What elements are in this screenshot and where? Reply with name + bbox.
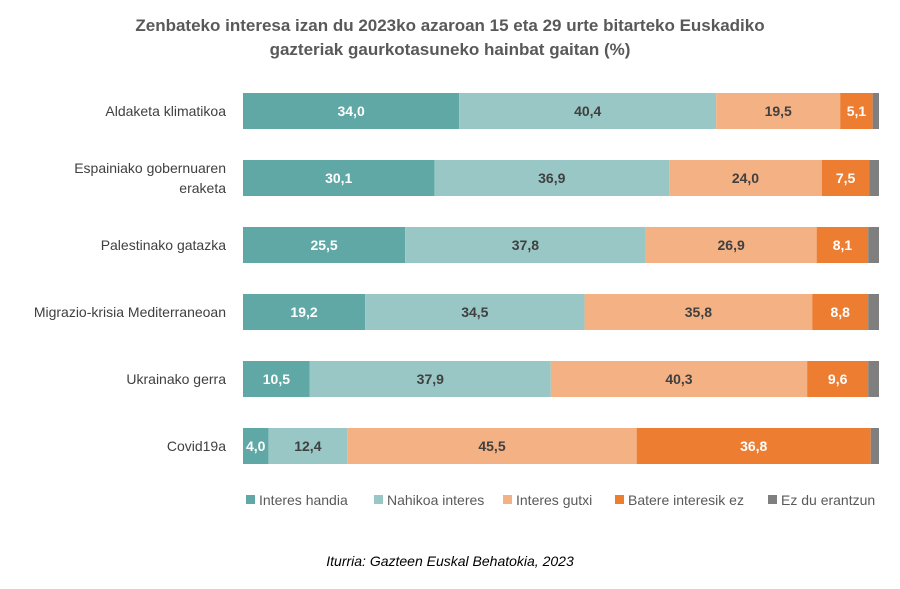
category-label: Espainiako gobernuaren — [74, 160, 226, 176]
data-label: 7,5 — [836, 170, 856, 186]
bar-segment — [243, 93, 460, 129]
data-label: 26,9 — [718, 237, 745, 253]
legend-swatch — [246, 495, 255, 504]
bar-segment — [550, 361, 808, 397]
bar-segment — [459, 93, 717, 129]
data-label: 10,5 — [263, 371, 290, 387]
category-label: Palestinako gatazka — [101, 237, 227, 253]
bar-segment — [868, 361, 879, 397]
source-note: Iturria: Gazteen Euskal Behatokia, 2023 — [326, 553, 574, 569]
legend-label: Nahikoa interes — [387, 492, 484, 508]
bar-segment — [821, 160, 870, 196]
bar-segment — [434, 160, 670, 196]
bar-segment — [868, 294, 879, 330]
data-label: 9,6 — [828, 371, 848, 387]
data-label: 40,3 — [665, 371, 692, 387]
bar-segment — [405, 227, 646, 263]
data-label: 8,8 — [830, 304, 850, 320]
legend-label: Interes handia — [259, 492, 348, 508]
data-label: 30,1 — [325, 170, 352, 186]
category-label: eraketa — [179, 180, 226, 196]
data-label: 25,5 — [310, 237, 337, 253]
bar-segment — [584, 294, 813, 330]
data-label: 37,8 — [512, 237, 539, 253]
data-label: 40,4 — [574, 103, 601, 119]
chart-title-line-2: gazteriak gaurkotasuneko hainbat gaitan … — [269, 40, 631, 59]
legend-swatch — [615, 495, 624, 504]
data-label: 36,8 — [740, 438, 767, 454]
bar-segment — [347, 428, 637, 464]
bar-segment — [243, 428, 269, 464]
category-label: Migrazio-krisia Mediterraneoan — [34, 304, 226, 320]
data-label: 35,8 — [685, 304, 712, 320]
bar-segment — [716, 93, 841, 129]
chart-title-line-1: Zenbateko interesa izan du 2023ko azaroa… — [135, 16, 765, 35]
legend-swatch — [503, 495, 512, 504]
bar-segment — [816, 227, 869, 263]
legend-swatch — [374, 495, 383, 504]
data-label: 34,5 — [461, 304, 488, 320]
data-label: 36,9 — [538, 170, 565, 186]
bar-segment — [669, 160, 822, 196]
data-label: 19,2 — [290, 304, 317, 320]
bar-segment — [840, 93, 873, 129]
legend-label: Interes gutxi — [516, 492, 592, 508]
category-label: Covid19a — [167, 438, 226, 454]
bar-segment — [636, 428, 871, 464]
data-label: 4,0 — [246, 438, 266, 454]
legend-label: Batere interesik ez — [628, 492, 744, 508]
data-label: 45,5 — [478, 438, 505, 454]
bar-segment — [872, 93, 879, 129]
bar-segment — [645, 227, 817, 263]
bar-segment — [243, 294, 366, 330]
data-label: 19,5 — [765, 103, 792, 119]
bar-segment — [807, 361, 869, 397]
data-label: 24,0 — [732, 170, 759, 186]
bar-segment — [309, 361, 551, 397]
data-label: 8,1 — [833, 237, 853, 253]
bar-segment — [812, 294, 869, 330]
data-label: 34,0 — [337, 103, 364, 119]
data-label: 5,1 — [847, 103, 867, 119]
data-label: 37,9 — [417, 371, 444, 387]
bar-segment — [268, 428, 348, 464]
bar-segment — [869, 160, 879, 196]
category-label: Aldaketa klimatikoa — [105, 103, 226, 119]
category-label: Ukrainako gerra — [126, 371, 226, 387]
bar-segment — [365, 294, 585, 330]
data-label: 12,4 — [294, 438, 321, 454]
bar-segment — [243, 160, 435, 196]
bar-segment — [243, 227, 406, 263]
legend-swatch — [768, 495, 777, 504]
bar-segment — [870, 428, 879, 464]
bar-segment — [868, 227, 879, 263]
legend-label: Ez du erantzun — [781, 492, 875, 508]
bar-segment — [243, 361, 310, 397]
